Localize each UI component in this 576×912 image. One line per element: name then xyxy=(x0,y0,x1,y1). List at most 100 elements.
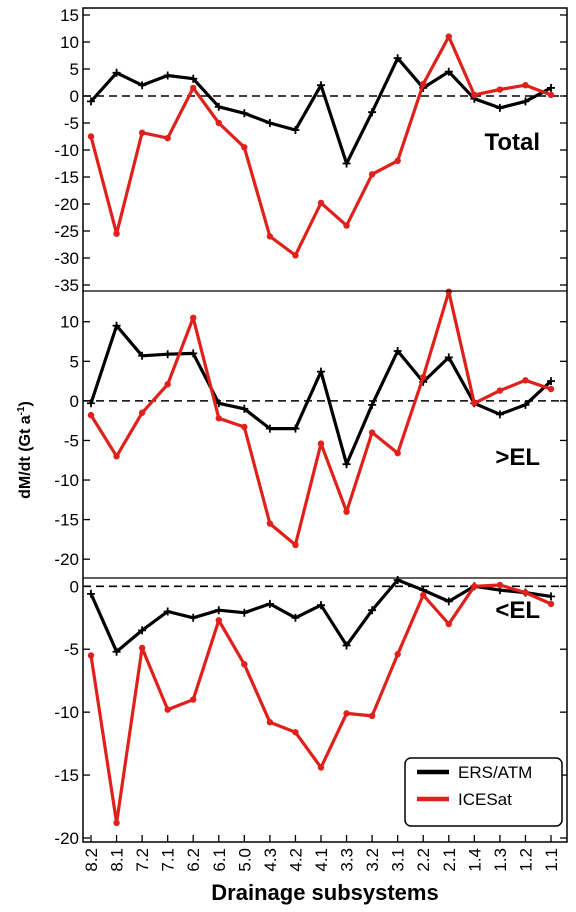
point-icesat xyxy=(394,449,401,457)
point-icesat xyxy=(138,129,146,136)
y-axis-title-main: dM/dt (Gt a xyxy=(17,415,34,499)
y-tick-label: -5 xyxy=(64,431,79,450)
y-tick-label: -10 xyxy=(54,141,79,160)
y-tick-label: -15 xyxy=(54,511,79,530)
point-icesat xyxy=(241,661,248,668)
x-tick-label: 8.2 xyxy=(82,848,101,872)
point-ers-atm xyxy=(240,109,249,118)
point-icesat xyxy=(87,411,95,419)
point-ers-atm xyxy=(163,350,172,359)
y-tick-label: -35 xyxy=(54,276,79,295)
y-tick-label: -5 xyxy=(64,640,79,659)
point-ers-atm xyxy=(547,377,555,386)
point-icesat xyxy=(445,620,452,628)
series-line-ers-atm xyxy=(89,578,552,654)
point-ers-atm xyxy=(240,404,249,413)
point-icesat xyxy=(522,589,529,596)
point-icesat xyxy=(266,520,274,527)
point-icesat xyxy=(317,764,325,771)
point-icesat xyxy=(368,171,376,178)
point-ers-atm xyxy=(495,103,504,112)
y-tick-label: -10 xyxy=(54,471,79,490)
point-ers-atm xyxy=(87,97,95,106)
point-ers-atm xyxy=(368,606,377,615)
series-line-icesat xyxy=(89,34,552,257)
legend: ERS/ATM ICESat xyxy=(404,757,563,827)
point-icesat xyxy=(266,719,274,726)
point-icesat xyxy=(445,288,452,295)
point-ers-atm xyxy=(189,349,198,358)
y-tick-label: -20 xyxy=(54,195,79,214)
x-tick-label: 1.3 xyxy=(491,848,510,872)
point-icesat xyxy=(547,385,555,393)
x-tick-label: 4.3 xyxy=(261,848,280,872)
point-ers-atm xyxy=(112,647,121,656)
point-icesat xyxy=(113,819,120,827)
y-tick-label: -15 xyxy=(54,168,79,187)
y-tick-label: -20 xyxy=(54,829,79,848)
panel-el: 10 5 0 -5 -10 -15 -20 >EL xyxy=(54,288,567,569)
point-icesat xyxy=(368,429,376,436)
point-ers-atm xyxy=(214,606,223,615)
point-icesat xyxy=(471,400,478,407)
point-icesat xyxy=(445,33,452,40)
y-tick-label: 0 xyxy=(70,577,79,596)
point-icesat xyxy=(420,373,427,381)
point-icesat xyxy=(190,314,197,321)
point-icesat xyxy=(138,409,146,416)
x-tick-label: 1.4 xyxy=(465,848,484,872)
point-ers-atm xyxy=(189,74,198,83)
point-icesat xyxy=(215,617,222,624)
point-ers-atm xyxy=(138,351,147,360)
point-ers-atm xyxy=(444,67,453,76)
point-icesat xyxy=(522,82,529,89)
y-axis-title-close: ) xyxy=(17,401,34,406)
point-ers-atm xyxy=(138,626,147,635)
x-tick-label: 4.1 xyxy=(312,848,331,872)
point-ers-atm xyxy=(189,613,198,622)
panel-label: <EL xyxy=(495,597,540,624)
x-tick-label: 3.2 xyxy=(363,848,382,872)
point-ers-atm xyxy=(112,321,121,330)
x-tick-label: 7.1 xyxy=(159,848,178,872)
point-icesat xyxy=(420,80,427,88)
point-icesat xyxy=(368,712,376,720)
legend-label-icesat: ICESat xyxy=(458,790,512,809)
point-icesat xyxy=(87,133,95,140)
x-tick-label: 7.2 xyxy=(133,848,152,872)
point-icesat xyxy=(471,583,478,590)
point-ers-atm xyxy=(240,608,249,617)
point-icesat xyxy=(547,600,555,608)
point-icesat xyxy=(394,651,401,658)
x-axis: 8.2 8.1 7.2 7.1 6.2 6.1 5.0 4.3 4.2 4.1 3.3 3.2 3.1 2… xyxy=(82,835,561,872)
y-tick-label: -5 xyxy=(64,114,79,133)
y-tick-label: -10 xyxy=(54,703,79,722)
point-ers-atm xyxy=(265,424,274,433)
point-icesat xyxy=(317,199,325,207)
point-ers-atm xyxy=(521,97,530,106)
point-icesat xyxy=(343,222,350,229)
point-ers-atm xyxy=(547,592,555,601)
point-icesat xyxy=(292,729,299,736)
point-icesat xyxy=(522,377,529,384)
y-tick-label: 5 xyxy=(70,352,79,371)
point-ers-atm xyxy=(291,126,300,135)
point-ers-atm xyxy=(265,599,274,608)
point-ers-atm xyxy=(393,347,402,356)
point-icesat xyxy=(241,144,248,151)
point-icesat xyxy=(113,230,120,237)
point-ers-atm xyxy=(393,54,402,63)
point-icesat xyxy=(164,706,171,713)
y-tick-label: 10 xyxy=(60,313,79,332)
point-icesat xyxy=(317,440,325,447)
point-icesat xyxy=(547,91,555,99)
point-ers-atm xyxy=(112,68,121,77)
x-tick-label: 1.1 xyxy=(542,848,561,872)
point-ers-atm xyxy=(521,400,530,409)
y-axis-title-sup: -1 xyxy=(16,406,27,415)
x-tick-label: 6.2 xyxy=(184,848,203,872)
y-tick-label: 0 xyxy=(70,87,79,106)
point-icesat xyxy=(190,696,197,703)
point-icesat xyxy=(215,119,222,127)
